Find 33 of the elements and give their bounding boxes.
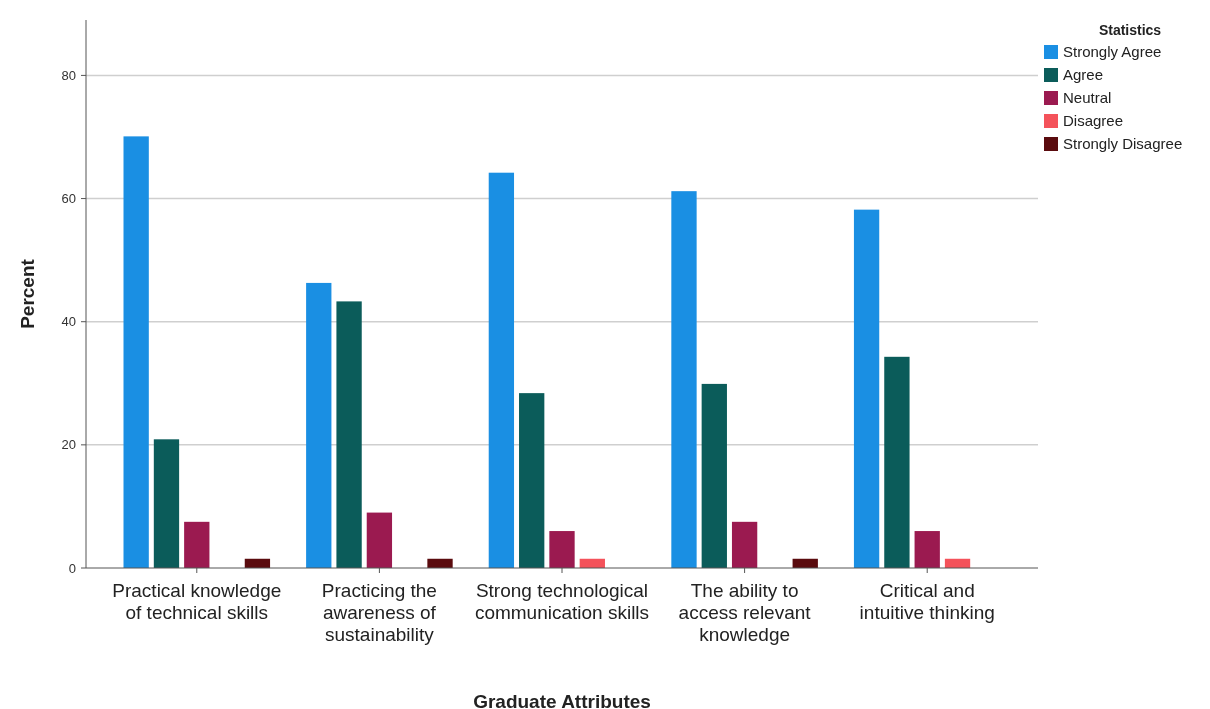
bar	[731, 521, 758, 568]
legend-label: Agree	[1063, 66, 1104, 84]
y-tick-label: 40	[61, 314, 76, 330]
x-tick-label: Critical and intuitive thinking	[859, 580, 995, 623]
bar	[184, 521, 210, 568]
legend-title: Statistics	[1098, 22, 1162, 38]
x-tick-label: Strong technological communication skills	[474, 580, 650, 623]
bar	[306, 282, 332, 568]
legend-label: Disagree	[1063, 112, 1124, 130]
x-tick-label: Practical knowledge of technical skills	[112, 580, 282, 623]
bar	[519, 393, 545, 568]
x-tick-label: Practicing the awareness of sustainability	[321, 580, 437, 645]
y-tick-label: 0	[68, 560, 76, 576]
bar	[153, 439, 180, 568]
y-axis-title: Percent	[17, 258, 38, 329]
bar	[549, 531, 575, 568]
bar	[488, 172, 515, 568]
legend-label: Strongly Disagree	[1063, 135, 1183, 153]
bar	[336, 301, 362, 568]
bar	[123, 136, 149, 568]
y-tick-label: 20	[61, 437, 76, 453]
x-axis-title: Graduate Attributes	[473, 691, 651, 709]
bar	[701, 383, 727, 568]
bar	[671, 191, 697, 568]
bar	[914, 531, 940, 568]
y-tick-label: 60	[61, 191, 76, 207]
y-tick-label: 80	[61, 67, 76, 83]
bar	[884, 356, 910, 568]
bar	[366, 512, 393, 568]
bar	[853, 209, 880, 568]
legend-label: Strongly Agree	[1063, 43, 1162, 61]
legend-label: Neutral	[1063, 89, 1112, 107]
x-tick-label: The ability to access relevant knowledge	[678, 580, 812, 645]
